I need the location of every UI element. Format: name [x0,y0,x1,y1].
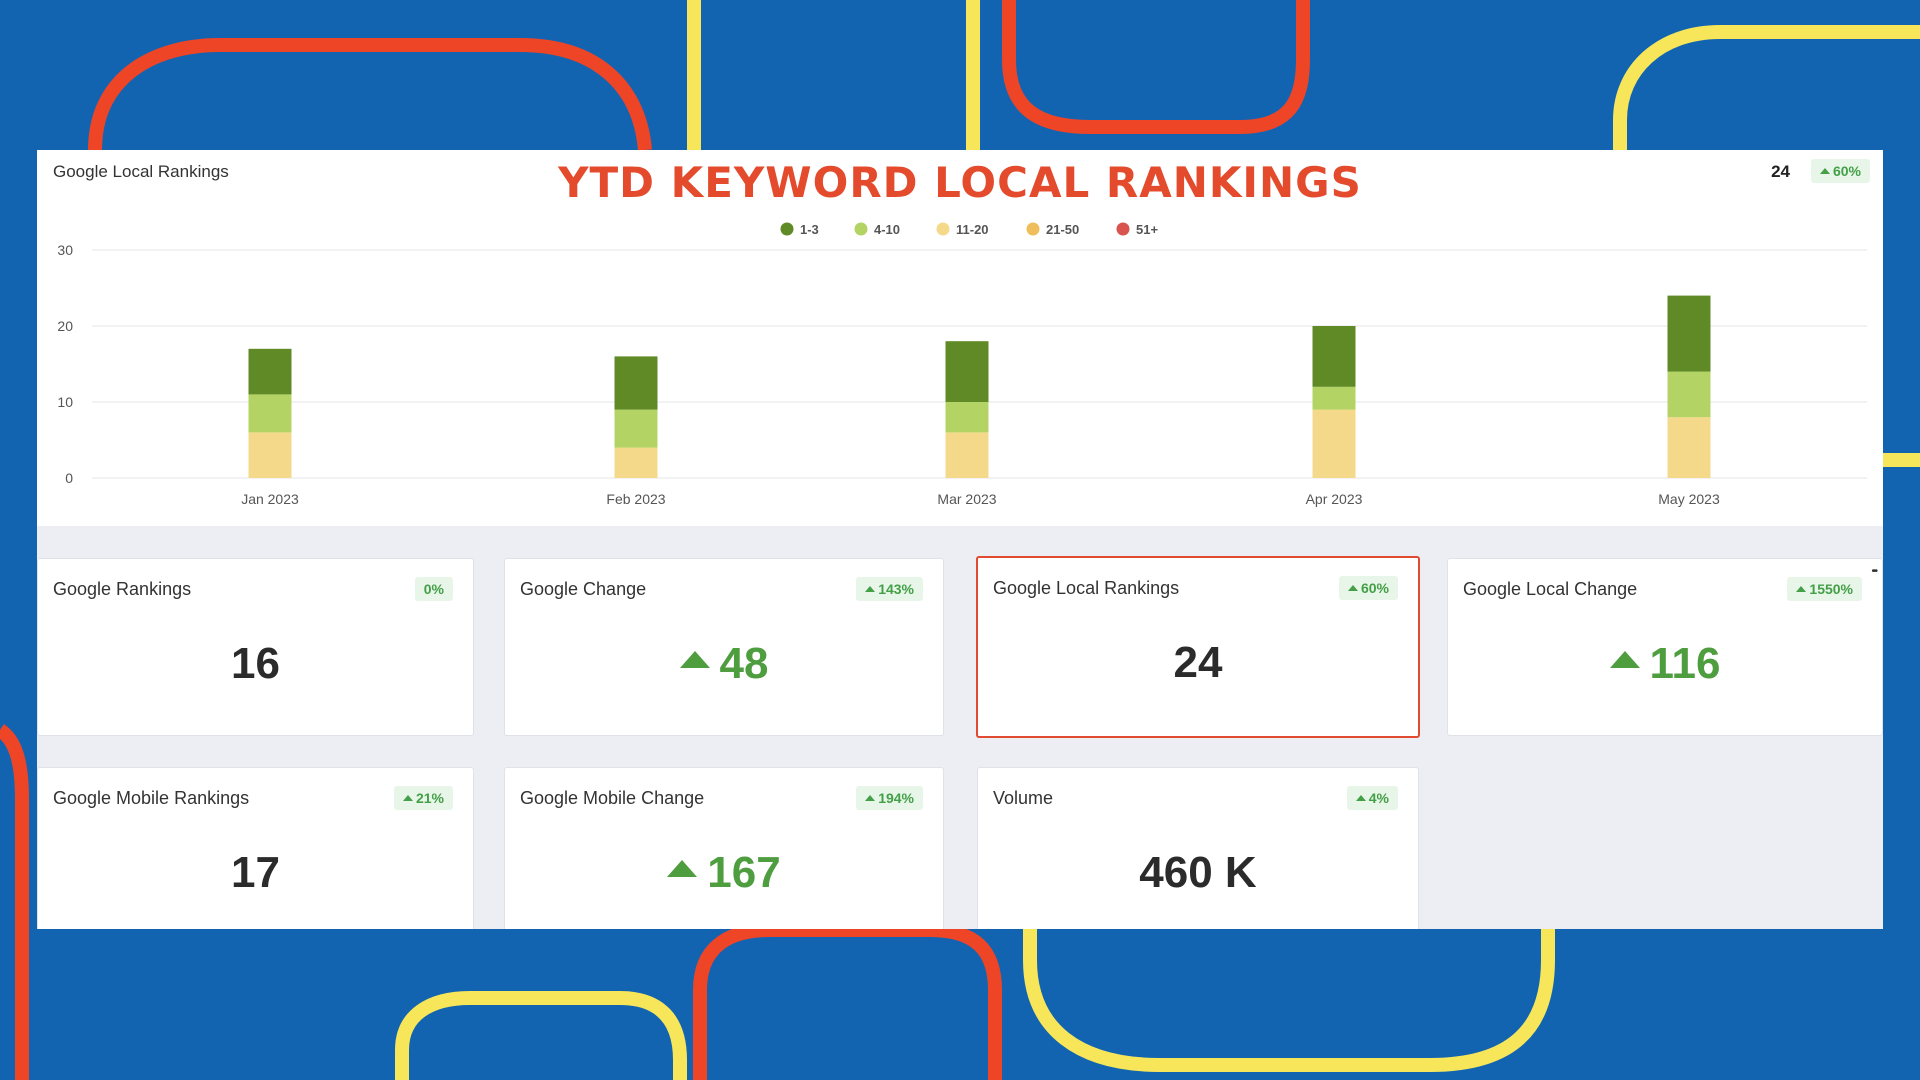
metric-card-value: 460 K [978,848,1418,898]
legend-label: 4-10 [874,222,900,237]
metric-card[interactable]: Google Mobile Change 194% 167 [504,767,944,929]
legend-label: 21-50 [1046,222,1079,237]
change-badge-text: 4% [1368,790,1389,806]
chart-current-value: 24 [1771,162,1790,181]
bar-segment [1312,386,1356,410]
bar-segment [1667,417,1711,478]
metric-card-value: 24 [978,638,1418,688]
metric-card-value-text: 16 [231,639,280,688]
chart-panel-label: Google Local Rankings [53,162,229,181]
bar-segment [1667,295,1711,372]
triangle-up-icon [1819,168,1830,174]
metric-card-title: Google Mobile Rankings [53,788,250,808]
metric-card-value-text: 460 K [1139,848,1257,897]
legend-marker [780,222,794,236]
local-rankings-chart-panel: Google Local Rankings YTD KEYWORD LOCAL … [37,150,1883,526]
metric-card-value-text: 167 [707,848,781,897]
bar-segment [248,432,292,478]
metric-card-value-text: 116 [1649,639,1721,688]
change-badge: 0% [414,577,453,601]
chart-change-badge: 60% [1810,159,1870,183]
metric-card-title: Google Change [520,579,647,599]
bar-segment [248,348,292,395]
x-tick-label: Mar 2023 [937,491,996,507]
legend-label: 11-20 [956,222,989,237]
chart-change-badge-text: 60% [1832,163,1861,179]
change-badge: 1550% [1787,577,1862,601]
legend-marker [1026,222,1040,236]
change-badge-text: 1550% [1809,581,1853,597]
metric-card-title: Volume [993,788,1054,808]
bar-segment [248,394,292,433]
legend-marker [936,222,950,236]
triangle-up-icon [1609,651,1640,668]
y-tick-label: 10 [57,394,73,410]
change-badge: 60% [1338,576,1398,600]
metric-card-value-text: 24 [1173,638,1223,687]
metric-card-value: 116 [1448,639,1882,689]
banner-title: YTD KEYWORD LOCAL RANKINGS [558,158,1362,207]
bar-segment [1667,371,1711,418]
more-horizontal-icon[interactable]: ••• [1871,566,1877,577]
change-badge-text: 60% [1360,580,1389,596]
metric-card[interactable]: Volume 4% 460 K [977,767,1419,929]
metric-card[interactable]: Google Mobile Rankings 21% 17 [37,767,474,929]
change-badge: 143% [856,577,923,601]
metric-card-value: 17 [38,848,473,898]
y-tick-label: 30 [57,242,73,258]
y-tick-label: 0 [65,470,73,486]
triangle-up-icon [1796,586,1807,592]
x-tick-label: Apr 2023 [1306,491,1363,507]
x-tick-label: Jan 2023 [241,491,299,507]
change-badge: 194% [856,786,923,810]
triangle-up-icon [865,586,876,592]
bar-segment [614,409,658,448]
change-badge-text: 21% [415,790,444,806]
metric-card-value-text: 48 [719,639,769,688]
bar-segment [614,447,658,478]
legend-label: 51+ [1136,222,1158,237]
dashboard: Google Local Rankings YTD KEYWORD LOCAL … [37,150,1883,929]
x-tick-label: Feb 2023 [606,491,665,507]
y-tick-label: 20 [57,318,73,334]
metric-card[interactable]: Google Local Rankings 60% 24 [976,556,1420,738]
metric-card-value: 48 [505,639,943,689]
stacked-bar-chart: 0 10 20 30 1-3 4-10 11-20 21-50 51+ Jan 2023 Feb 2… [57,222,1867,507]
bar-segment [945,432,989,478]
change-badge-text: 143% [878,581,914,597]
legend-marker [854,222,868,236]
metric-card-title: Google Rankings [53,579,192,599]
bar-segment [614,356,658,410]
bar-segment [1312,409,1356,478]
x-tick-label: May 2023 [1658,491,1720,507]
triangle-up-icon [667,860,698,877]
legend-marker [1116,222,1130,236]
triangle-up-icon [1347,585,1358,591]
metric-card-value: 167 [505,848,943,898]
change-badge-text: 194% [878,790,914,806]
bar-segment [945,341,989,402]
triangle-up-icon [402,795,413,801]
bar-segment [945,402,989,433]
change-badge-text: 0% [423,581,444,597]
change-badge: 21% [393,786,453,810]
metric-card-title: Google Local Change [1463,579,1638,599]
bar-segment [1312,326,1356,387]
metric-card[interactable]: Google Change 143% 48 [504,558,944,736]
change-badge: 4% [1346,786,1398,810]
legend-label: 1-3 [800,222,819,237]
triangle-up-icon [1355,795,1366,801]
metric-card-title: Google Mobile Change [520,788,705,808]
metric-card-value: 16 [38,639,473,689]
triangle-up-icon [865,795,876,801]
metric-card[interactable]: Google Local Change 1550% 116 ••• [1447,558,1883,736]
metric-card-title: Google Local Rankings [993,578,1180,598]
triangle-up-icon [679,651,710,668]
metric-card[interactable]: Google Rankings 0% 16 [37,558,474,736]
metric-card-value-text: 17 [231,848,280,897]
